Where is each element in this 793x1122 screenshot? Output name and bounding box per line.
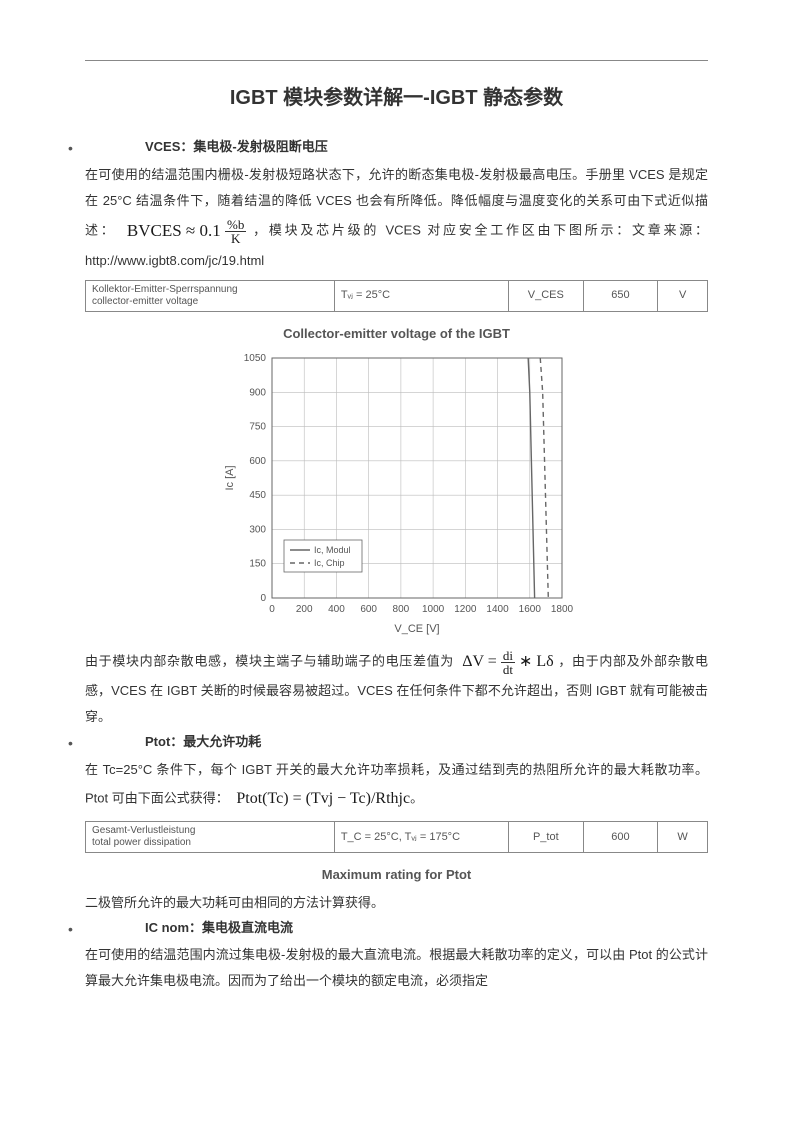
- svg-text:1000: 1000: [421, 604, 444, 615]
- bullet-icon: •: [68, 916, 73, 943]
- svg-text:750: 750: [249, 422, 266, 433]
- section-heading-vces: VCES：集电极-发射极阻断电压: [145, 135, 328, 160]
- frac-num: di: [501, 649, 515, 664]
- svg-text:1400: 1400: [486, 604, 509, 615]
- frac-num: %b: [225, 218, 246, 233]
- text-vces-2a: 由于模块内部杂散电感，模块主端子与辅助端子的电压差值为: [85, 654, 454, 669]
- section-heading-ptot: Ptot：最大允许功耗: [145, 730, 261, 755]
- svg-text:200: 200: [295, 604, 312, 615]
- svg-text:Ic, Chip: Ic, Chip: [314, 558, 345, 568]
- table-row: Gesamt-Verlustleistung total power dissi…: [86, 822, 708, 853]
- formula-frac: di dt: [501, 649, 515, 677]
- para-icnom-1: 在可使用的结温范围内流过集电极-发射极的最大直流电流。根据最大耗散功率的定义，可…: [85, 942, 708, 994]
- table-ptot: Gesamt-Verlustleistung total power dissi…: [85, 821, 708, 853]
- svg-text:Ic [A]: Ic [A]: [224, 466, 236, 491]
- cell-unit: V: [658, 280, 708, 311]
- section-icnom: • IC nom：集电极直流电流: [85, 916, 708, 941]
- top-divider: [85, 60, 708, 61]
- formula-rhs: ∗ Lδ: [519, 653, 554, 670]
- svg-text:400: 400: [328, 604, 345, 615]
- chart-vces: 0 200 400 600 800 1000 1200 1400 1600 1800 0 150 300…: [85, 348, 708, 638]
- frac-den: dt: [501, 663, 515, 677]
- section-ptot: • Ptot：最大允许功耗: [85, 730, 708, 755]
- svg-text:600: 600: [360, 604, 377, 615]
- formula-lhs: BVCES ≈ 0.1: [127, 221, 221, 240]
- chart-title: Collector-emitter voltage of the IGBT: [85, 322, 708, 347]
- label-de: Gesamt-Verlustleistung: [92, 825, 195, 836]
- svg-text:300: 300: [249, 525, 266, 536]
- cell-cond: T_C = 25°C, Tᵥⱼ = 175°C: [334, 822, 508, 853]
- period: 。: [410, 791, 423, 806]
- label-de: Kollektor-Emitter-Sperrspannung: [92, 284, 238, 295]
- cell-label: Gesamt-Verlustleistung total power dissi…: [86, 822, 335, 853]
- para-vces-1: 在可使用的结温范围内栅极-发射极短路状态下，允许的断态集电极-发射极最高电压。手…: [85, 162, 708, 274]
- svg-text:V_CE [V]: V_CE [V]: [394, 623, 439, 635]
- svg-text:0: 0: [269, 604, 275, 615]
- section-heading-icnom: IC nom：集电极直流电流: [145, 916, 293, 941]
- label-en: collector-emitter voltage: [92, 296, 198, 307]
- svg-text:1600: 1600: [518, 604, 541, 615]
- table-vces: Kollektor-Emitter-Sperrspannung collecto…: [85, 280, 708, 312]
- svg-text:450: 450: [249, 491, 266, 502]
- svg-text:1050: 1050: [243, 353, 266, 364]
- bullet-icon: •: [68, 135, 73, 162]
- cell-label: Kollektor-Emitter-Sperrspannung collecto…: [86, 280, 335, 311]
- cell-val: 600: [583, 822, 658, 853]
- subtitle-ptot: Maximum rating for Ptot: [85, 863, 708, 888]
- para-ptot-2: 二极管所允许的最大功耗可由相同的方法计算获得。: [85, 890, 708, 916]
- svg-text:800: 800: [392, 604, 409, 615]
- section-vces: • VCES：集电极-发射极阻断电压: [85, 135, 708, 160]
- cell-unit: W: [658, 822, 708, 853]
- formula-ptot: Ptot(Tc) = (Tvj − Tc)/Rthjc: [236, 783, 410, 815]
- svg-text:0: 0: [260, 593, 266, 604]
- formula-dv: ΔV = di dt ∗ Lδ: [462, 646, 553, 678]
- label-en: total power dissipation: [92, 837, 191, 848]
- frac-den: K: [225, 232, 246, 246]
- cell-cond: Tᵥⱼ = 25°C: [334, 280, 508, 311]
- formula-frac: %b K: [225, 218, 246, 246]
- cell-sym: V_CES: [508, 280, 583, 311]
- cell-val: 650: [583, 280, 658, 311]
- formula-lhs: ΔV =: [462, 653, 497, 670]
- formula-bvces: BVCES ≈ 0.1 %b K: [127, 214, 246, 248]
- para-vces-2: 由于模块内部杂散电感，模块主端子与辅助端子的电压差值为 ΔV = di dt ∗…: [85, 646, 708, 730]
- svg-text:1200: 1200: [454, 604, 477, 615]
- svg-text:1800: 1800: [550, 604, 573, 615]
- para-ptot-1: 在 Tc=25°C 条件下，每个 IGBT 开关的最大允许功率损耗，及通过结到壳…: [85, 757, 708, 815]
- bullet-icon: •: [68, 730, 73, 757]
- svg-text:Ic, Modul: Ic, Modul: [314, 545, 351, 555]
- page-title: IGBT 模块参数详解一-IGBT 静态参数: [85, 79, 708, 117]
- cell-sym: P_tot: [508, 822, 583, 853]
- svg-text:150: 150: [249, 559, 266, 570]
- table-row: Kollektor-Emitter-Sperrspannung collecto…: [86, 280, 708, 311]
- chart-svg: 0 200 400 600 800 1000 1200 1400 1600 1800 0 150 300…: [217, 348, 577, 638]
- svg-text:900: 900: [249, 388, 266, 399]
- svg-text:600: 600: [249, 456, 266, 467]
